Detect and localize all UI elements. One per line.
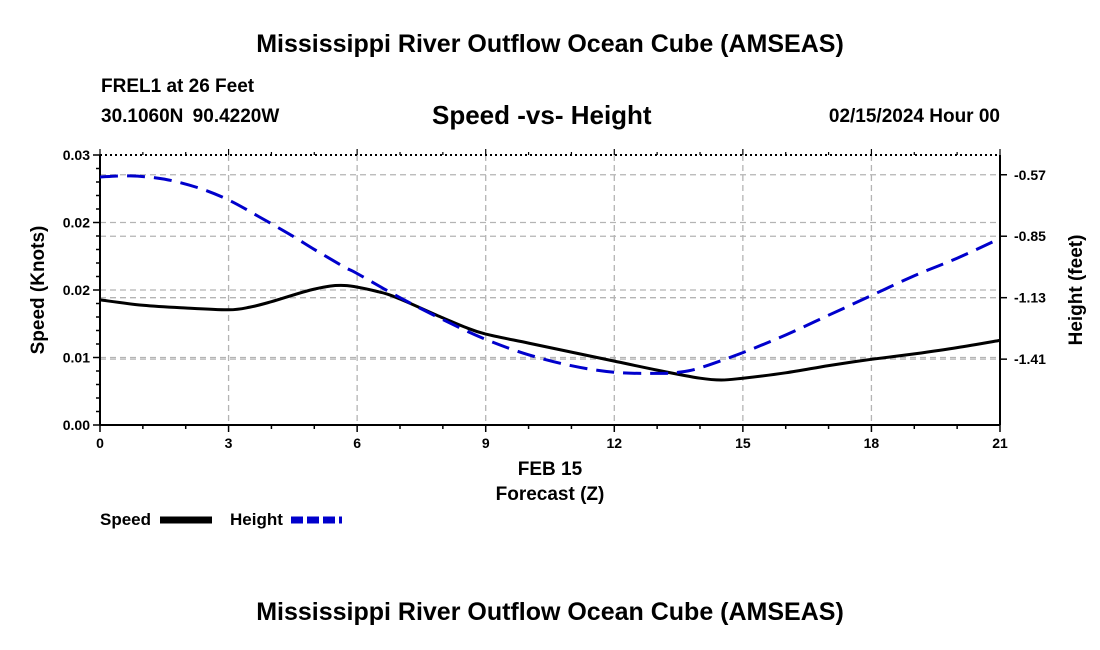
y-tick-label: 0.03 (63, 147, 90, 163)
chart-subtitle: Speed -vs- Height (432, 100, 652, 130)
y-axis-title: Speed (Knots) (28, 226, 49, 355)
station-label: FREL1 at 26 Feet (101, 76, 255, 97)
y2-tick-label: -0.85 (1014, 228, 1046, 244)
chart-main-title: Mississippi River Outflow Ocean Cube (AM… (256, 30, 844, 58)
legend-speed-label: Speed (100, 510, 151, 529)
y2-axis-title: Height (feet) (1066, 235, 1087, 346)
axis-ticks (93, 149, 1007, 432)
x-axis-title: Forecast (Z) (496, 484, 605, 505)
axis-labels: 0 3 6 9 12 15 18 21 0.00 0.01 0.02 0.02 0.03 -1.41 -1.… (28, 147, 1087, 505)
x-tick-label: 0 (96, 435, 104, 451)
legend-height-label: Height (230, 510, 283, 529)
y-tick-label: 0.02 (63, 215, 90, 231)
chart-grid (100, 155, 1000, 425)
x-tick-label: 21 (992, 435, 1008, 451)
y-tick-label: 0.00 (63, 417, 90, 433)
y-tick-label: 0.01 (63, 350, 90, 366)
station-coordinates: 30.1060N 90.4220W (101, 106, 280, 127)
speed-series-line (99, 283, 1001, 382)
x-tick-label: 9 (482, 435, 490, 451)
chart-legend: Speed Height (100, 510, 342, 529)
y2-tick-label: -1.41 (1014, 351, 1046, 367)
next-chart-title: Mississippi River Outflow Ocean Cube (AM… (256, 598, 844, 626)
forecast-datetime: 02/15/2024 Hour 00 (828, 106, 1000, 127)
x-tick-label: 3 (225, 435, 233, 451)
x-tick-label: 6 (353, 435, 361, 451)
y2-tick-label: -1.13 (1014, 290, 1046, 306)
chart-series (99, 174, 1001, 382)
y-tick-label: 0.02 (63, 282, 90, 298)
x-tick-label: 18 (864, 435, 880, 451)
y2-tick-label: -0.57 (1014, 167, 1046, 183)
height-series-line (99, 174, 1001, 375)
x-axis-sublabel: FEB 15 (518, 459, 583, 480)
x-tick-label: 12 (606, 435, 622, 451)
x-tick-label: 15 (735, 435, 751, 451)
